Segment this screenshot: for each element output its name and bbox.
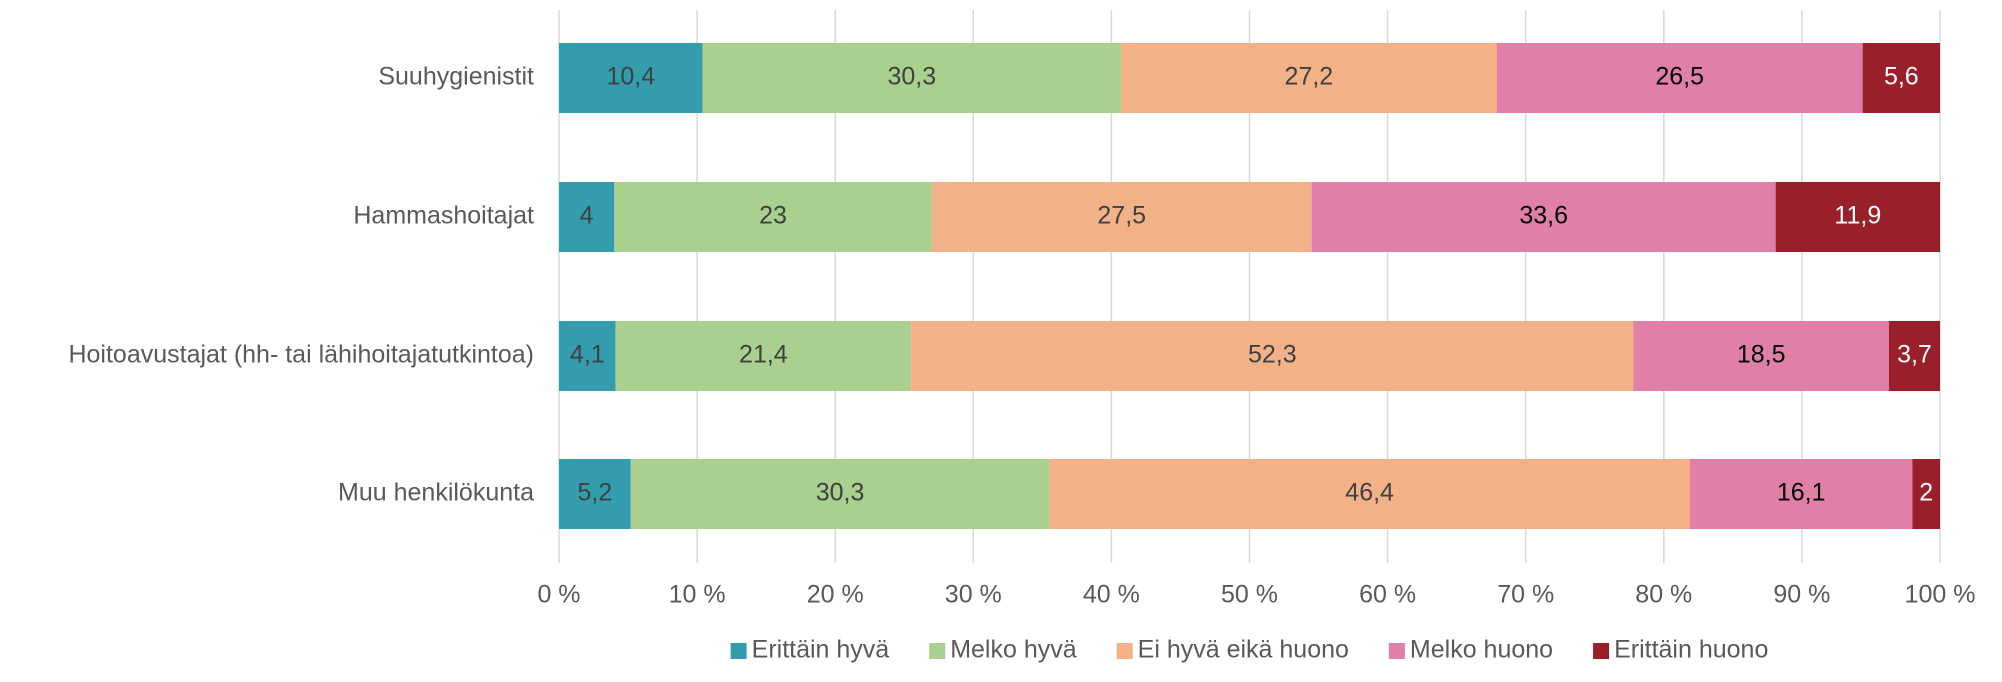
bar-segment [1049, 459, 1691, 529]
x-tick-label: 10 % [669, 581, 726, 609]
x-tick-label: 50 % [1221, 581, 1278, 609]
bar-segment [1775, 182, 1940, 252]
x-tick-label: 90 % [1773, 581, 1830, 609]
data-label: 33,6 [1519, 202, 1568, 230]
data-label: 30,3 [816, 479, 865, 507]
y-tick-label: Hoitoavustajat (hh- tai lähihoitajatutki… [68, 341, 534, 369]
x-tick-label: 0 % [537, 581, 580, 609]
bar-segment [559, 43, 703, 113]
bar-segment [614, 182, 932, 252]
bar-segment [559, 321, 616, 391]
x-tick-label: 80 % [1635, 581, 1692, 609]
data-label: 23 [759, 202, 787, 230]
legend-item: Ei hyvä eikä huono [1116, 636, 1349, 664]
bar-segment [1690, 459, 1913, 529]
data-label: 21,4 [739, 341, 788, 369]
legend-label: Melko hyvä [950, 636, 1077, 664]
bar-segment [559, 182, 615, 252]
bar-segment [1496, 43, 1863, 113]
data-label: 26,5 [1655, 63, 1704, 91]
legend-item: Erittäin hyvä [730, 636, 890, 664]
bar-segment [702, 43, 1122, 113]
legend-swatch [1116, 643, 1133, 659]
legend-label: Melko huono [1410, 636, 1553, 664]
data-label: 18,5 [1737, 341, 1786, 369]
data-label: 4 [580, 202, 594, 230]
x-tick-label: 70 % [1497, 581, 1554, 609]
y-tick-label: Suuhygienistit [378, 63, 534, 91]
bar-segment [1888, 321, 1940, 391]
data-label: 11,9 [1834, 202, 1881, 230]
data-label: 10,4 [606, 63, 655, 91]
bar-segment [615, 321, 912, 391]
bar-segment [1633, 321, 1889, 391]
data-label: 3,7 [1897, 341, 1932, 369]
x-tick-label: 100 % [1905, 581, 1976, 609]
bar-segment [911, 321, 1634, 391]
y-tick-label: Hammashoitajat [353, 202, 534, 230]
data-label: 27,5 [1097, 202, 1146, 230]
legend-item: Melko huono [1388, 636, 1553, 664]
data-label: 4,1 [570, 341, 605, 369]
bar-segment [1912, 459, 1940, 529]
legend: Erittäin hyvä Melko hyvä Ei hyvä eikä huon… [730, 636, 1768, 664]
x-tick-label: 40 % [1083, 581, 1140, 609]
legend-label: Erittäin huono [1614, 636, 1768, 664]
data-label: 30,3 [888, 63, 937, 91]
legend-swatch [929, 643, 946, 659]
legend-label: Erittäin hyvä [752, 636, 890, 664]
data-label: 46,4 [1345, 479, 1394, 507]
bar-segment [1862, 43, 1940, 113]
legend-swatch [730, 643, 747, 659]
data-label: 27,2 [1285, 63, 1334, 91]
data-label: 5,2 [578, 479, 613, 507]
legend-swatch [1388, 643, 1405, 659]
legend-swatch [1593, 643, 1610, 659]
data-label: 16,1 [1777, 479, 1826, 507]
legend-label: Ei hyvä eikä huono [1138, 636, 1349, 664]
legend-item: Erittäin huono [1593, 636, 1768, 664]
y-tick-label: Muu henkilökunta [338, 479, 534, 507]
x-tick-label: 20 % [807, 581, 864, 609]
bar-segment [1311, 182, 1776, 252]
bar-segment [1121, 43, 1497, 113]
data-label: 2 [1919, 479, 1933, 507]
bar-segment [559, 459, 631, 529]
data-label: 5,6 [1884, 63, 1919, 91]
bar-segment [630, 459, 1050, 529]
data-label: 52,3 [1248, 341, 1297, 369]
legend-item: Melko hyvä [929, 636, 1077, 664]
x-tick-label: 60 % [1359, 581, 1416, 609]
bar-segment [931, 182, 1312, 252]
x-tick-label: 30 % [945, 581, 1002, 609]
